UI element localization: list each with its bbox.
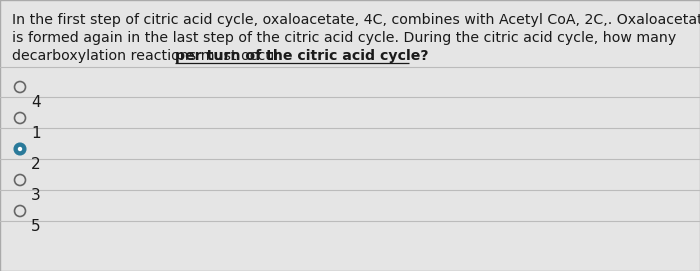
Circle shape [18, 147, 22, 151]
Text: is formed again in the last step of the citric acid cycle. During the citric aci: is formed again in the last step of the … [12, 31, 676, 45]
Text: 4: 4 [31, 95, 41, 110]
Circle shape [15, 112, 25, 124]
Circle shape [15, 144, 25, 154]
Text: 2: 2 [31, 157, 41, 172]
Circle shape [15, 205, 25, 217]
Text: decarboxylation reactions must occur: decarboxylation reactions must occur [12, 49, 285, 63]
Text: 1: 1 [31, 126, 41, 141]
Text: per turn of the citric acid cycle?: per turn of the citric acid cycle? [175, 49, 428, 63]
Text: 5: 5 [31, 219, 41, 234]
Circle shape [15, 82, 25, 92]
Circle shape [15, 175, 25, 186]
Text: 3: 3 [31, 188, 41, 203]
Text: In the first step of citric acid cycle, oxaloacetate, 4C, combines with Acetyl C: In the first step of citric acid cycle, … [12, 13, 700, 27]
